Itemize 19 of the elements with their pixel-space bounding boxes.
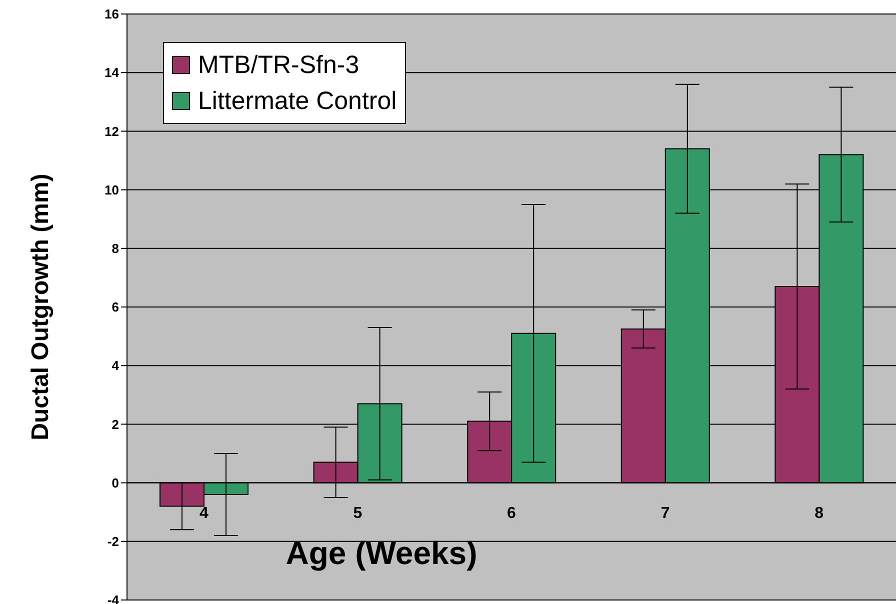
y-tick-label: 4 xyxy=(112,358,120,374)
x-tick-label: 7 xyxy=(660,504,670,522)
y-tick-label: 8 xyxy=(112,241,119,256)
x-axis-title: Age (Weeks) xyxy=(286,535,478,571)
x-tick-label: 4 xyxy=(199,504,208,522)
y-tick-label: 16 xyxy=(104,6,119,22)
x-tick-label: 6 xyxy=(507,504,516,522)
legend-label: Littermate Control xyxy=(197,86,397,117)
y-tick-label: 0 xyxy=(112,475,119,490)
y-tick-label: -2 xyxy=(107,534,119,550)
y-tick-label: 10 xyxy=(104,182,119,198)
y-tick-label: 6 xyxy=(112,300,119,315)
x-tick-label: 8 xyxy=(814,504,824,522)
y-axis-title: Ductal Outgrowth (mm) xyxy=(27,174,54,440)
y-tick-label: 14 xyxy=(104,65,120,80)
x-tick-label: 5 xyxy=(353,504,362,522)
y-tick-label: 12 xyxy=(104,124,119,139)
legend-label: MTB/TR-Sfn-3 xyxy=(197,50,360,81)
y-tick-label: 2 xyxy=(112,416,119,432)
